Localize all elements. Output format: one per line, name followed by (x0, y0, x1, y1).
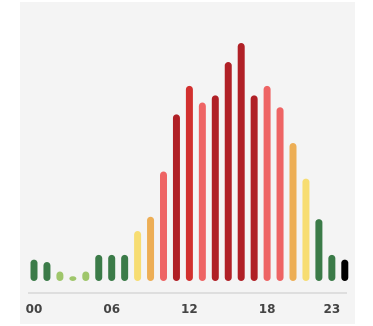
bar-hour-05 (95, 254, 103, 281)
bar-hour-11 (172, 114, 180, 282)
bar-hour-22 (315, 219, 323, 281)
x-tick-label-23: 23 (323, 302, 340, 316)
bar-hour-09 (147, 216, 155, 281)
bar-hour-23 (328, 254, 336, 281)
bar-hour-16 (237, 43, 245, 281)
x-tick-label-06: 06 (103, 302, 120, 316)
bar-hour-17 (250, 95, 258, 281)
bar-hour-undefined (341, 259, 349, 281)
x-tick-label-18: 18 (259, 302, 276, 316)
bar-hour-03 (69, 276, 77, 281)
bar-hour-13 (198, 102, 206, 281)
bar-hour-06 (108, 254, 116, 281)
bar-hour-07 (121, 254, 129, 281)
bar-hour-04 (82, 271, 90, 281)
bar-hour-02 (56, 271, 64, 281)
hourly-bar-chart: 00 06 12 18 23 (26, 43, 349, 316)
x-tick-labels: 00 06 12 18 23 (26, 302, 341, 316)
bar-hour-20 (289, 142, 297, 281)
x-tick-label-00: 00 (26, 302, 43, 316)
bar-hour-12 (185, 85, 193, 281)
chart-card: 00 06 12 18 23 (20, 2, 355, 324)
bar-hour-21 (302, 178, 310, 281)
bar-hour-14 (211, 95, 219, 281)
bars-group (30, 43, 349, 282)
bar-hour-08 (134, 231, 142, 281)
bar-hour-10 (160, 171, 167, 281)
bar-hour-19 (276, 107, 284, 281)
bar-hour-01 (43, 261, 51, 281)
x-tick-label-12: 12 (181, 302, 198, 316)
bar-hour-18 (263, 85, 271, 281)
bar-hour-00 (30, 259, 38, 281)
bar-hour-15 (224, 62, 232, 281)
